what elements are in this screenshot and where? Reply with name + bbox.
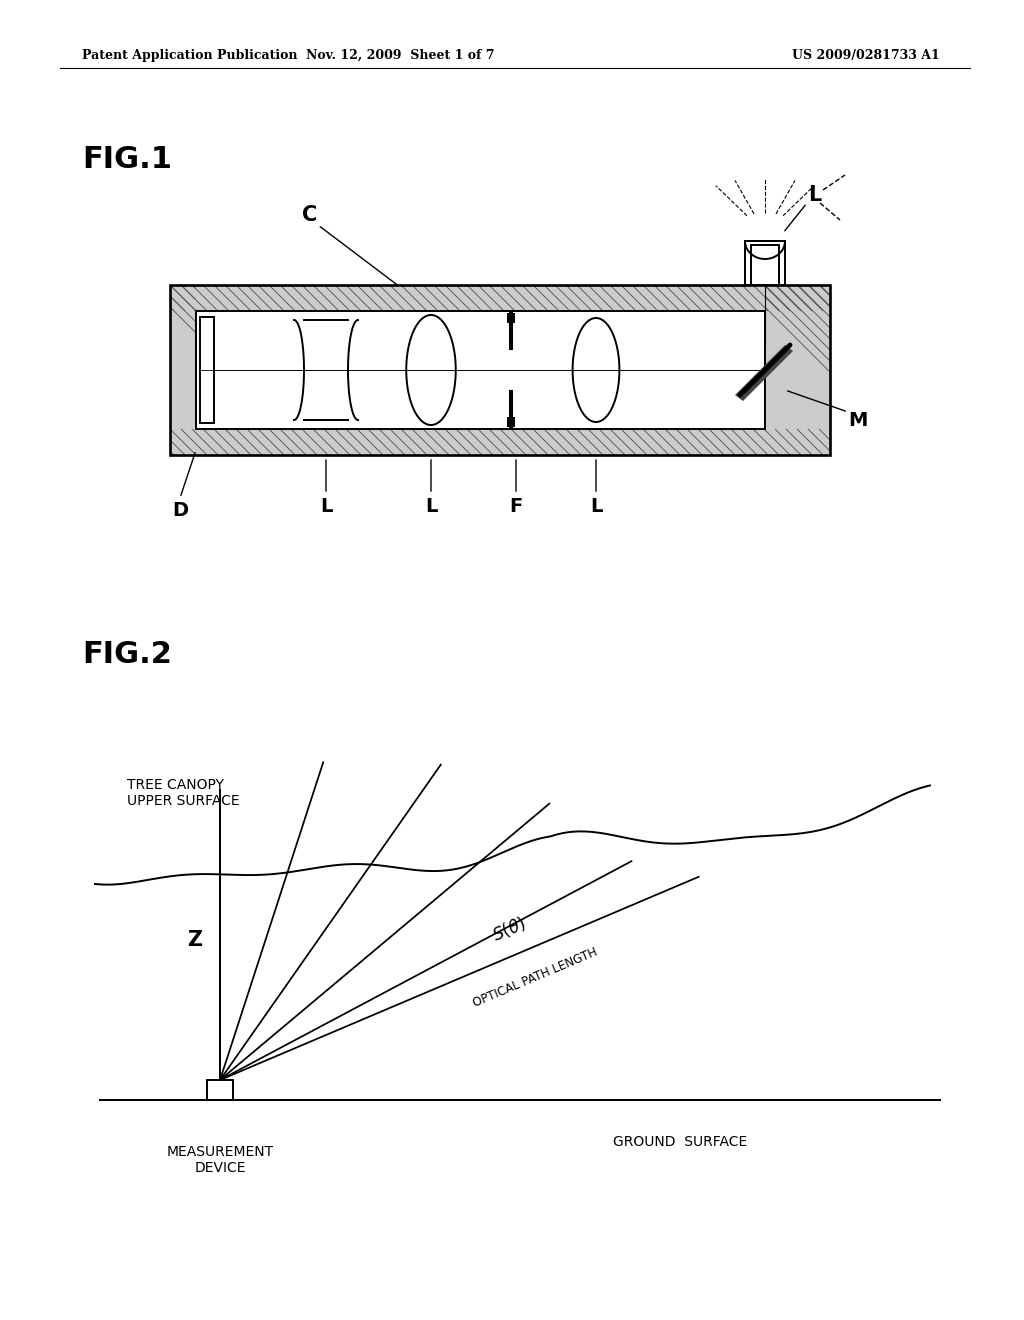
- Text: Z: Z: [187, 931, 203, 950]
- Text: OPTICAL PATH LENGTH: OPTICAL PATH LENGTH: [472, 945, 600, 1010]
- Text: D: D: [172, 500, 188, 520]
- Text: F: F: [509, 498, 522, 516]
- Polygon shape: [196, 312, 765, 429]
- Text: MEASUREMENT
DEVICE: MEASUREMENT DEVICE: [167, 1144, 273, 1175]
- Bar: [207, 1080, 233, 1100]
- Bar: [200, 317, 214, 422]
- Polygon shape: [735, 345, 793, 401]
- Bar: [507, 313, 515, 323]
- Text: M: M: [848, 411, 867, 429]
- Text: L: L: [808, 185, 821, 205]
- Polygon shape: [765, 285, 830, 455]
- Text: US 2009/0281733 A1: US 2009/0281733 A1: [793, 49, 940, 62]
- Polygon shape: [170, 285, 196, 455]
- Text: TREE CANOPY
UPPER SURFACE: TREE CANOPY UPPER SURFACE: [127, 777, 240, 808]
- Text: Patent Application Publication: Patent Application Publication: [82, 49, 298, 62]
- Text: L: L: [590, 498, 602, 516]
- Text: $S(\theta)$: $S(\theta)$: [489, 913, 529, 945]
- Text: L: L: [425, 498, 437, 516]
- Polygon shape: [170, 429, 830, 455]
- Text: Nov. 12, 2009  Sheet 1 of 7: Nov. 12, 2009 Sheet 1 of 7: [306, 49, 495, 62]
- Polygon shape: [170, 285, 830, 312]
- Text: FIG.1: FIG.1: [82, 145, 172, 174]
- Text: C: C: [302, 205, 317, 224]
- Polygon shape: [751, 246, 779, 285]
- Text: L: L: [319, 498, 332, 516]
- Bar: [507, 417, 515, 426]
- Text: GROUND  SURFACE: GROUND SURFACE: [613, 1135, 748, 1148]
- Text: FIG.2: FIG.2: [82, 640, 172, 669]
- Polygon shape: [745, 242, 785, 285]
